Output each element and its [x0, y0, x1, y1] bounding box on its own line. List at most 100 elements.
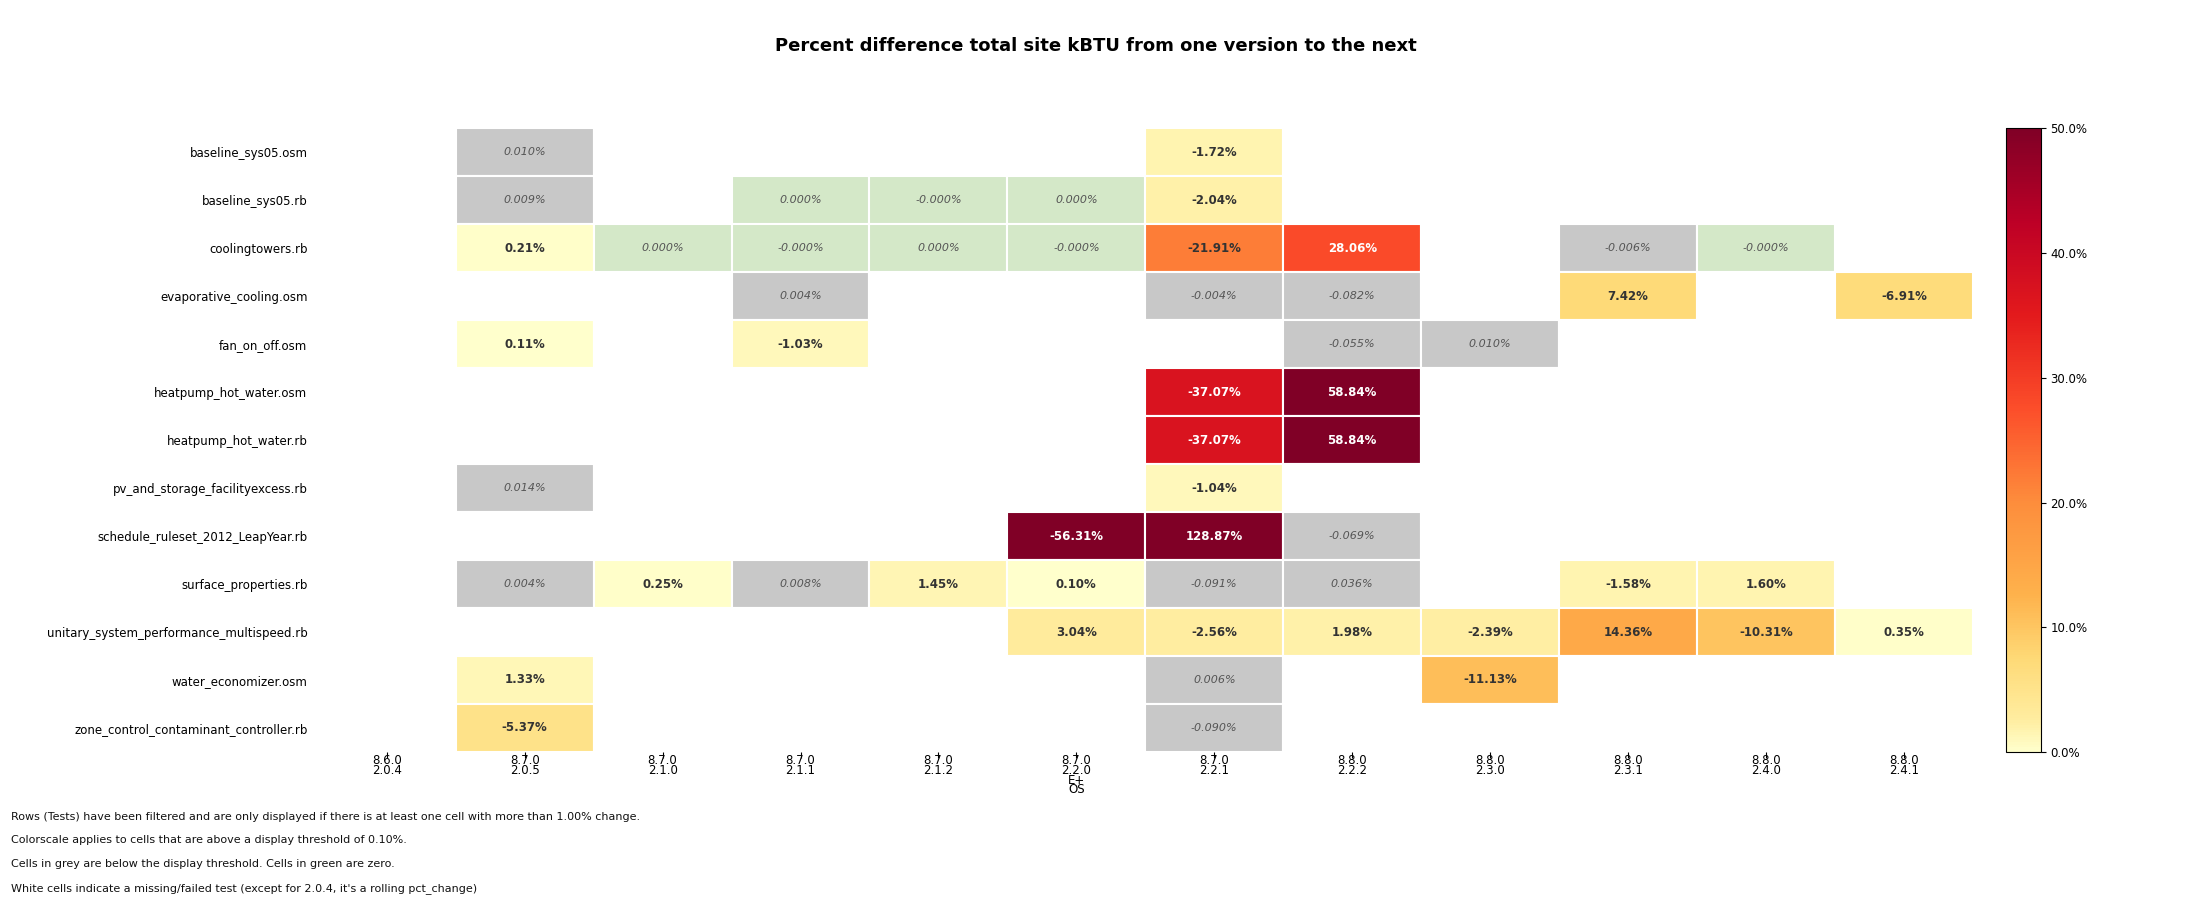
Bar	[594, 369, 732, 416]
Text: 8.7.0: 8.7.0	[649, 755, 677, 768]
Bar	[594, 416, 732, 464]
Bar	[732, 369, 870, 416]
Bar	[732, 225, 870, 272]
Bar	[1697, 416, 1835, 464]
Text: -2.04%: -2.04%	[1192, 193, 1236, 207]
Bar	[870, 608, 1008, 656]
Bar	[1559, 128, 1697, 176]
Bar	[1282, 225, 1420, 272]
Text: -0.004%: -0.004%	[1190, 292, 1238, 302]
Text: 3.04%: 3.04%	[1057, 625, 1096, 638]
Text: 1.45%: 1.45%	[918, 578, 958, 591]
Text: 0.25%: 0.25%	[642, 578, 684, 591]
Bar	[870, 225, 1008, 272]
Bar	[1559, 416, 1697, 464]
Bar	[1144, 560, 1282, 608]
Text: -37.07%: -37.07%	[1188, 434, 1241, 447]
Text: 58.84%: 58.84%	[1328, 386, 1377, 399]
Bar	[456, 560, 594, 608]
Text: -0.055%: -0.055%	[1328, 339, 1377, 349]
Text: Rows (Tests) have been filtered and are only displayed if there is at least one : Rows (Tests) have been filtered and are …	[11, 812, 640, 822]
Bar	[1697, 320, 1835, 369]
Text: 1.60%: 1.60%	[1745, 578, 1786, 591]
Text: 1.98%: 1.98%	[1333, 625, 1372, 638]
Text: -6.91%: -6.91%	[1881, 290, 1927, 303]
Bar	[1144, 704, 1282, 752]
Text: -2.39%: -2.39%	[1466, 625, 1512, 638]
Text: 2.0.5: 2.0.5	[511, 764, 539, 777]
Text: 0.10%: 0.10%	[1057, 578, 1096, 591]
Text: 2.2.0: 2.2.0	[1061, 764, 1092, 777]
Bar	[1420, 464, 1559, 512]
Bar	[1420, 176, 1559, 225]
Text: 2.3.0: 2.3.0	[1475, 764, 1506, 777]
Bar	[1144, 128, 1282, 176]
Bar	[456, 176, 594, 225]
Bar	[594, 560, 732, 608]
Bar	[1282, 320, 1420, 369]
Bar	[318, 320, 456, 369]
Bar	[318, 512, 456, 560]
Bar	[1697, 225, 1835, 272]
Bar	[318, 656, 456, 704]
Bar	[732, 656, 870, 704]
Bar	[1282, 608, 1420, 656]
Bar	[594, 320, 732, 369]
Bar	[1835, 416, 1973, 464]
Text: -0.082%: -0.082%	[1328, 292, 1377, 302]
Text: 8.7.0: 8.7.0	[1061, 755, 1092, 768]
Bar	[1008, 608, 1144, 656]
Bar	[732, 176, 870, 225]
Text: 2.2.1: 2.2.1	[1199, 764, 1230, 777]
Text: 0.000%: 0.000%	[1054, 195, 1098, 205]
Bar	[1008, 416, 1144, 464]
Text: 1.33%: 1.33%	[504, 673, 546, 687]
Bar	[870, 320, 1008, 369]
Bar	[594, 464, 732, 512]
Bar	[318, 416, 456, 464]
Text: -11.13%: -11.13%	[1464, 673, 1517, 687]
Text: -1.72%: -1.72%	[1192, 146, 1236, 159]
Text: -37.07%: -37.07%	[1188, 386, 1241, 399]
Bar	[1420, 416, 1559, 464]
Bar	[1835, 225, 1973, 272]
Bar	[1282, 656, 1420, 704]
Bar	[870, 512, 1008, 560]
Bar	[1697, 608, 1835, 656]
Text: -2.56%: -2.56%	[1190, 625, 1236, 638]
Text: 8.8.0: 8.8.0	[1890, 755, 1918, 768]
Text: 2.4.0: 2.4.0	[1751, 764, 1780, 777]
Text: 0.010%: 0.010%	[1469, 339, 1512, 349]
Text: 8.7.0: 8.7.0	[511, 755, 539, 768]
Bar	[870, 560, 1008, 608]
Bar	[318, 272, 456, 320]
Bar	[1420, 656, 1559, 704]
Bar	[1008, 512, 1144, 560]
Text: -0.090%: -0.090%	[1190, 723, 1238, 733]
Text: 0.004%: 0.004%	[778, 292, 822, 302]
Text: 8.7.0: 8.7.0	[785, 755, 815, 768]
Text: White cells indicate a missing/failed test (except for 2.0.4, it's a rolling pct: White cells indicate a missing/failed te…	[11, 883, 478, 894]
Text: -21.91%: -21.91%	[1188, 242, 1241, 255]
Bar	[456, 656, 594, 704]
Bar	[1008, 464, 1144, 512]
Bar	[594, 225, 732, 272]
Text: E+: E+	[1068, 775, 1085, 788]
Text: 2.0.4: 2.0.4	[373, 764, 401, 777]
Bar	[1144, 225, 1282, 272]
Bar	[1835, 320, 1973, 369]
Text: 8.7.0: 8.7.0	[923, 755, 954, 768]
Text: -0.006%: -0.006%	[1605, 243, 1651, 253]
Bar	[732, 128, 870, 176]
Bar	[1420, 560, 1559, 608]
Text: 8.7.0: 8.7.0	[1199, 755, 1230, 768]
Bar	[1835, 560, 1973, 608]
Text: 14.36%: 14.36%	[1605, 625, 1653, 638]
Text: -5.37%: -5.37%	[502, 722, 548, 735]
Bar	[594, 128, 732, 176]
Bar	[1835, 128, 1973, 176]
Bar	[1559, 176, 1697, 225]
Bar	[456, 320, 594, 369]
Bar	[456, 704, 594, 752]
Text: 8.8.0: 8.8.0	[1751, 755, 1780, 768]
